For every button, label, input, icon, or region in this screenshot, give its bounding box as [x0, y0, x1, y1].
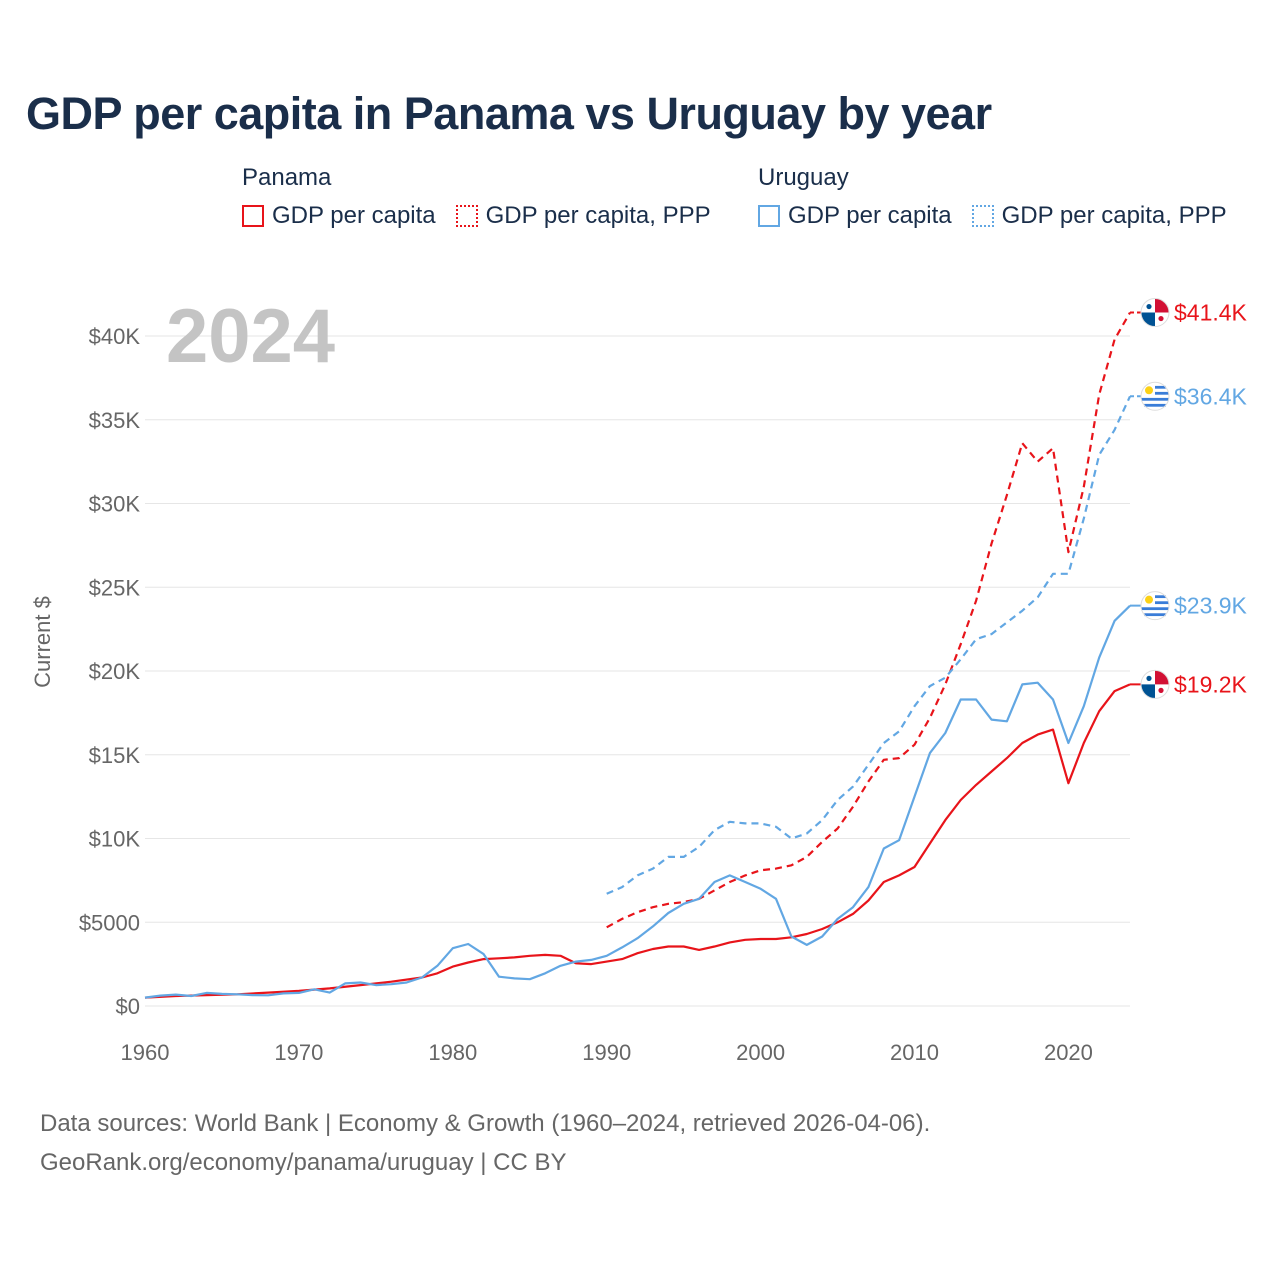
legend-group-name: Panama — [242, 164, 332, 191]
uruguay-flag-icon — [1140, 381, 1170, 411]
legend-label: GDP per capita, PPP — [485, 202, 711, 229]
x-tick-label: 1990 — [582, 1040, 631, 1065]
legend-label: GDP per capita — [272, 202, 436, 229]
series-line-panama-gdp-per-capita — [144, 683, 1131, 999]
series-end-label: $36.4K — [1174, 383, 1248, 409]
line-chart: $0 $5000 $10K $15K $20K $25K $30K $35K $40K 1960… — [30, 294, 1248, 1065]
x-tick-label: 2020 — [1044, 1040, 1093, 1065]
series-lines — [144, 311, 1155, 999]
x-tick-label: 2000 — [736, 1040, 785, 1065]
y-tick-label: $35K — [89, 408, 141, 433]
series-end-label: $23.9K — [1174, 593, 1248, 619]
chart-title: GDP per capita in Panama vs Uruguay by y… — [26, 88, 992, 139]
legend-swatch-dotted — [971, 205, 994, 227]
legend-swatch-dotted — [455, 205, 478, 227]
footer-sources: Data sources: World Bank | Economy & Gro… — [40, 1110, 931, 1137]
series-end-label: $19.2K — [1174, 671, 1248, 697]
legend-group-name: Uruguay — [758, 164, 849, 191]
series-line-uruguay-gdp-per-capita — [144, 604, 1131, 999]
grid-lines — [145, 335, 1130, 1007]
x-tick-label: 1970 — [274, 1040, 323, 1065]
legend-group-panama: Panama GDP per capita GDP per capita, PP… — [242, 164, 731, 230]
y-axis-label: Current $ — [30, 596, 55, 688]
series-end-markers: $41.4K $36.4K $19.2K $23.9K — [1140, 298, 1248, 699]
legend-entry-uruguay-ppp[interactable]: GDP per capita, PPP — [971, 202, 1227, 230]
series-end-label: $41.4K — [1174, 300, 1248, 326]
x-tick-label: 1960 — [121, 1040, 170, 1065]
panama-flag-icon — [1140, 669, 1170, 699]
y-tick-label: $15K — [89, 743, 141, 768]
x-axis-ticks: 1960 1970 1980 1990 2000 2010 2020 — [121, 1040, 1093, 1065]
legend-swatch-solid — [242, 205, 264, 227]
y-tick-label: $25K — [89, 575, 141, 600]
y-tick-label: $30K — [89, 492, 141, 517]
y-tick-label: $20K — [89, 659, 141, 684]
footer: Data sources: World Bank | Economy & Gro… — [40, 1104, 930, 1182]
panama-flag-icon — [1140, 298, 1170, 328]
legend-entry-uruguay-gdp[interactable]: GDP per capita — [758, 202, 952, 230]
uruguay-flag-icon — [1140, 591, 1170, 621]
legend-group-uruguay: Uruguay GDP per capita GDP per capita, P… — [758, 164, 1247, 230]
series-line-panama-ppp — [606, 312, 1131, 929]
legend-label: GDP per capita — [788, 202, 952, 229]
y-tick-label: $10K — [89, 827, 141, 852]
y-tick-label: $0 — [116, 994, 140, 1019]
x-tick-label: 1980 — [428, 1040, 477, 1065]
y-tick-label: $40K — [89, 324, 141, 349]
y-tick-label: $5000 — [79, 910, 140, 935]
legend-label: GDP per capita, PPP — [1001, 202, 1227, 229]
legend-entry-panama-gdp[interactable]: GDP per capita — [242, 202, 436, 230]
y-axis-ticks: $0 $5000 $10K $15K $20K $25K $30K $35K $40K — [79, 324, 141, 1019]
year-watermark: 2024 — [166, 294, 335, 379]
x-tick-label: 2010 — [890, 1040, 939, 1065]
footer-link[interactable]: GeoRank.org/economy/panama/uruguay | CC … — [40, 1149, 567, 1176]
legend-swatch-solid — [758, 205, 780, 227]
series-line-uruguay-ppp — [606, 395, 1131, 895]
legend-entry-panama-ppp[interactable]: GDP per capita, PPP — [455, 202, 711, 230]
